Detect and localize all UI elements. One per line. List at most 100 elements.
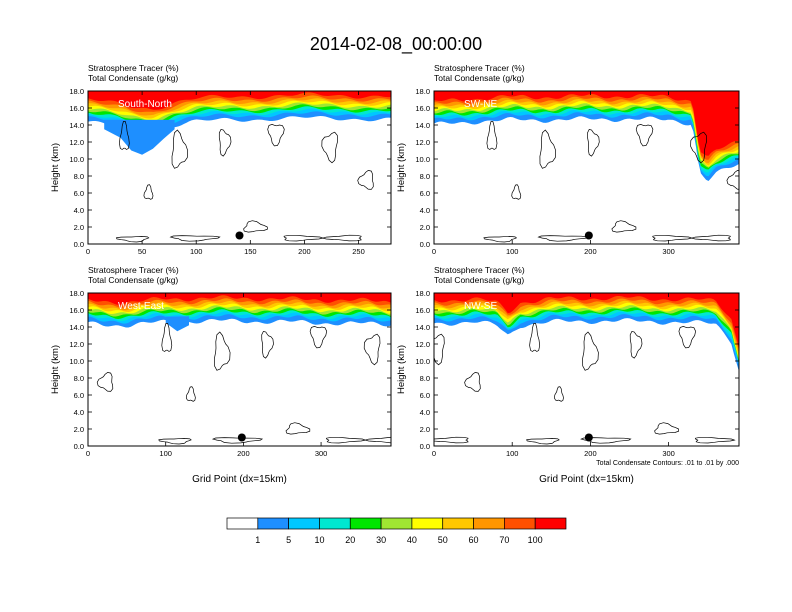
colorbar-label: 60 <box>469 535 479 545</box>
plot-frame <box>433 90 740 245</box>
y-tick-label: 14.0 <box>69 121 84 130</box>
condensate-contour <box>537 235 589 242</box>
x-tick-label: 300 <box>315 449 328 458</box>
colorbar-box <box>288 517 320 530</box>
tracer-band-10 <box>434 91 739 156</box>
y-tick-label: 6.0 <box>420 189 430 198</box>
colorbar-box <box>504 517 536 530</box>
colorbar-label: 30 <box>376 535 386 545</box>
y-tick-label: 4.0 <box>74 408 84 417</box>
y-tick-label: 4.0 <box>420 206 430 215</box>
x-tick-label: 100 <box>190 247 203 256</box>
panel-header: Stratosphere Tracer (%) <box>88 63 179 73</box>
condensate-contour <box>285 422 311 435</box>
y-tick-label: 2.0 <box>420 223 430 232</box>
y-tick-label: 2.0 <box>420 425 430 434</box>
condensate-contour <box>587 128 600 157</box>
condensate-contour <box>611 220 637 233</box>
colorbar-label: 20 <box>345 535 355 545</box>
colorbar-box <box>380 517 413 530</box>
condensate-contour <box>96 372 114 392</box>
y-tick-label: 18.0 <box>69 289 84 298</box>
colorbar-box <box>442 517 474 530</box>
contour-footnote: Total Condensate Contours: .01 to .01 by… <box>596 460 739 467</box>
condensate-contour <box>363 333 381 366</box>
y-tick-label: 0.0 <box>74 240 84 249</box>
condensate-contour <box>554 386 564 402</box>
y-tick-label: 8.0 <box>420 374 430 383</box>
y-axis-label: Height (km) <box>396 143 407 192</box>
y-tick-label: 8.0 <box>420 172 430 181</box>
y-tick-label: 10.0 <box>415 357 430 366</box>
y-tick-label: 2.0 <box>74 223 84 232</box>
condensate-contour <box>267 124 285 147</box>
plot-area <box>88 293 391 446</box>
condensate-contour <box>185 386 196 402</box>
colorbar-box <box>349 517 382 530</box>
x-tick-label: 300 <box>662 449 675 458</box>
x-tick-label: 150 <box>244 247 257 256</box>
condensate-contour <box>115 236 150 243</box>
panel-header: Total Condensate (g/kg) <box>88 73 178 83</box>
condensate-contour <box>119 121 130 150</box>
colorbar: 1 5 10 20 30 40 50 60 70 100 <box>226 517 567 545</box>
panel-label: NW-SE <box>464 301 497 312</box>
tracer-band-10 <box>434 293 739 349</box>
condensate-contour <box>582 331 599 371</box>
y-tick-label: 8.0 <box>74 374 84 383</box>
condensate-contour <box>218 128 232 157</box>
condensate-contour <box>325 436 367 444</box>
colorbar-box <box>411 517 444 530</box>
y-tick-label: 10.0 <box>69 357 84 366</box>
colorbar-label: 1 <box>255 535 260 545</box>
y-tick-label: 18.0 <box>415 289 430 298</box>
condensate-contour <box>580 437 632 444</box>
condensate-contour <box>529 323 541 352</box>
condensate-contour <box>635 124 654 147</box>
y-tick-label: 16.0 <box>69 104 84 113</box>
condensate-contour <box>169 235 221 242</box>
x-tick-label: 50 <box>138 247 146 256</box>
y-tick-label: 16.0 <box>415 306 430 315</box>
plot-area <box>88 91 391 244</box>
colorbar-box <box>226 517 259 530</box>
panel-header: Stratosphere Tracer (%) <box>434 63 525 73</box>
panel-header: Total Condensate (g/kg) <box>434 275 524 285</box>
y-tick-label: 2.0 <box>74 425 84 434</box>
condensate-contour <box>483 236 518 243</box>
y-axis-label: Height (km) <box>50 143 61 192</box>
y-tick-label: 14.0 <box>415 121 430 130</box>
x-axis-label: Grid Point (dx=15km) <box>192 474 287 485</box>
x-tick-label: 0 <box>86 247 90 256</box>
x-tick-label: 0 <box>432 247 436 256</box>
y-tick-label: 12.0 <box>415 340 430 349</box>
condensate-contour <box>161 323 173 352</box>
plot-area <box>434 293 739 446</box>
x-tick-label: 200 <box>237 449 250 458</box>
panel-label: South-North <box>118 99 172 110</box>
colorbar-box <box>257 517 289 530</box>
x-tick-label: 100 <box>506 247 519 256</box>
y-tick-label: 0.0 <box>74 442 84 451</box>
condensate-contour <box>309 326 328 349</box>
location-marker <box>584 433 593 442</box>
colorbar-label: 70 <box>499 535 509 545</box>
colorbar-label: 10 <box>314 535 324 545</box>
panel-2: SW-NE Stratosphere Tracer (%)Total Conden… <box>396 63 740 256</box>
condensate-contour <box>690 234 732 242</box>
x-tick-label: 0 <box>432 449 436 458</box>
y-tick-label: 0.0 <box>420 442 430 451</box>
condensate-contour <box>652 234 693 242</box>
y-tick-label: 6.0 <box>74 391 84 400</box>
location-marker <box>235 231 244 240</box>
colorbar-label: 5 <box>286 535 291 545</box>
condensate-contour <box>726 170 739 190</box>
y-tick-label: 14.0 <box>69 323 84 332</box>
y-tick-label: 4.0 <box>420 408 430 417</box>
condensate-contour <box>211 437 264 444</box>
x-tick-label: 100 <box>506 449 519 458</box>
x-tick-label: 300 <box>662 247 675 256</box>
y-tick-label: 12.0 <box>415 138 430 147</box>
plot-frame <box>87 292 392 447</box>
